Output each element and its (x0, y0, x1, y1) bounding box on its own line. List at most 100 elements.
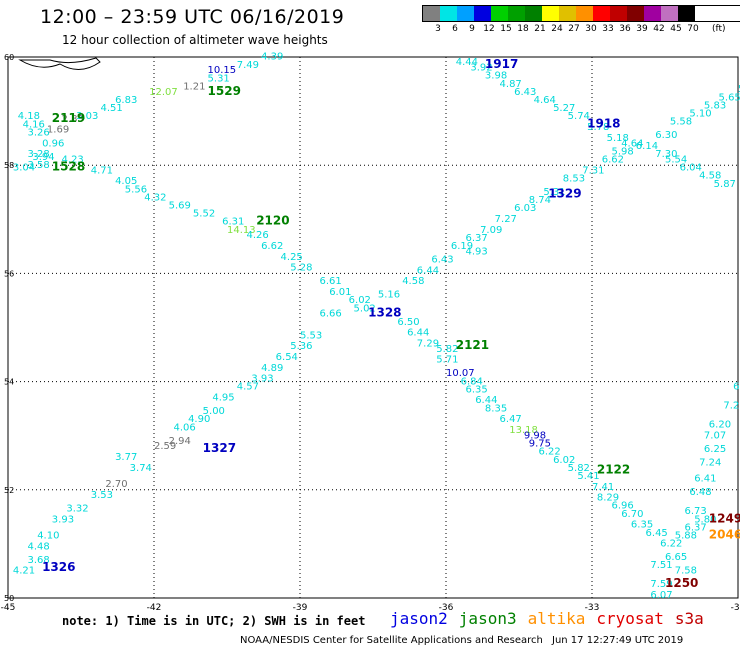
wave-height-reading: 8.53 (563, 173, 585, 184)
wave-height-reading: 7.58 (675, 566, 697, 577)
wave-height-reading: 3.93 (52, 514, 74, 525)
wave-height-reading: 8.74 (529, 195, 551, 206)
track-time-label: 1249 (709, 511, 740, 525)
lat-tick-label: 54 (4, 378, 14, 387)
legend-label: 42 (653, 24, 665, 34)
wave-height-reading: 5.00 (203, 406, 225, 417)
track-time-label: 1917 (485, 57, 518, 71)
lat-tick-label: 56 (4, 269, 14, 278)
wave-height-reading: 3.28 (27, 149, 49, 160)
wave-height-reading: 7.27 (495, 214, 517, 225)
wave-height-reading: 5.31 (543, 187, 565, 198)
wave-height-reading: 6.37 (684, 522, 706, 533)
legend-label: 18 (517, 24, 529, 34)
legend-label: 33 (602, 24, 614, 34)
wave-height-reading: 13.18 (509, 425, 538, 436)
legend-swatch (457, 6, 474, 21)
wave-height-reading: 5.87 (714, 179, 736, 190)
wave-height-reading: 3.94 (32, 152, 54, 163)
wave-height-reading: 6.84 (461, 376, 483, 387)
wave-height-reading: 5.36 (290, 341, 312, 352)
wave-height-reading: 6.20 (709, 420, 731, 431)
wave-height-reading: 4.89 (261, 363, 283, 374)
legend-swatch (423, 6, 440, 21)
wave-height-reading: 5.18 (607, 133, 629, 144)
lon-tick-label: -30 (731, 603, 740, 613)
track-time-label: 1326 (42, 560, 75, 574)
map-title: 12:00 – 23:59 UTC 06/16/2019 (40, 6, 345, 28)
wave-height-reading: 7.49 (237, 60, 259, 71)
legend-label: 15 (500, 24, 512, 34)
generated-timestamp: Jun 17 12:27:49 UTC 2019 (552, 635, 684, 646)
wave-height-reading: 6.04 (680, 163, 702, 174)
wave-height-reading: 3.04 (13, 163, 35, 174)
wave-height-reading: 3.58 (27, 160, 49, 171)
wave-height-reading: 5.56 (125, 184, 147, 195)
track-time-label: 1328 (368, 306, 401, 320)
wave-height-reading: 7.09 (480, 225, 502, 236)
wave-height-reading: 5.74 (568, 111, 590, 122)
track-time-label: 1528 (52, 160, 85, 174)
track-time-label: 2121 (456, 338, 489, 352)
wave-height-reading: 8.29 (597, 493, 619, 504)
wave-height-reading: 1.69 (47, 125, 69, 136)
wave-height-reading: 6.48 (689, 487, 711, 498)
wave-height-reading: 5.98 (611, 146, 633, 157)
legend-label: 9 (469, 24, 475, 34)
wave-height-reading: 10.07 (446, 368, 475, 379)
legend-swatch (440, 6, 457, 21)
track-time-label: 2046 (709, 527, 740, 541)
lon-tick-label: -36 (439, 603, 454, 613)
wave-height-reading: 5.16 (378, 290, 400, 301)
wave-height-reading: 3.26 (27, 127, 49, 138)
wave-height-reading: 3.32 (66, 503, 88, 514)
wave-height-reading: 5.28 (290, 263, 312, 274)
lon-tick-label: -33 (585, 603, 600, 613)
track-time-label: 1250 (665, 576, 698, 590)
wave-height-reading: 5.10 (689, 109, 711, 120)
wave-height-reading: 3.77 (115, 452, 137, 463)
satellite-name: altika (527, 609, 586, 628)
legend-swatch (474, 6, 491, 21)
wave-height-reading: 7.30 (655, 149, 677, 160)
wave-height-reading: 5.54 (665, 154, 687, 165)
lat-tick-label: 58 (4, 161, 14, 170)
wave-height-reading: 14.13 (227, 225, 256, 236)
wave-height-reading: 6.02 (553, 455, 575, 466)
wave-height-reading: 6.83 (115, 95, 137, 106)
wave-height-reading: 6.31 (222, 217, 244, 228)
legend-swatch (678, 6, 695, 21)
wave-height-reading: 4.58 (699, 171, 721, 182)
wave-height-reading: 6.61 (319, 276, 341, 287)
wave-height-reading: 6.50 (397, 317, 419, 328)
track-time-label: 2119 (52, 111, 85, 125)
wave-height-reading: 6.35 (465, 384, 487, 395)
legend-swatch (610, 6, 627, 21)
lon-tick-label: -39 (293, 603, 308, 613)
wave-height-reading: 4.05 (115, 176, 137, 187)
wave-height-reading: 3.98 (485, 71, 507, 82)
footer-note: note: 1) Time is in UTC; 2) SWH is in fe… (62, 614, 366, 628)
satellite-name: jason2 (390, 609, 448, 628)
wave-height-reading: 9.75 (529, 439, 551, 450)
wave-height-reading: 6.96 (611, 501, 633, 512)
wave-height-reading: 7.41 (592, 482, 614, 493)
wave-height-reading: 5.31 (208, 73, 230, 84)
wave-height-reading: 4.71 (91, 165, 113, 176)
wave-height-reading: 5.52 (193, 209, 215, 220)
wave-height-reading: 6.65 (665, 552, 687, 563)
wave-height-reading: 3.68 (27, 555, 49, 566)
track-time-label: 1529 (208, 84, 241, 98)
wave-height-reading: 6.01 (329, 287, 351, 298)
wave-height-reading: 6.41 (694, 474, 716, 485)
legend-swatch (542, 6, 559, 21)
wave-height-reading: 5.88 (675, 530, 697, 541)
wave-height-reading: 4.16 (23, 119, 45, 130)
wave-height-reading: 1.21 (183, 81, 205, 92)
wave-height-reading: 4.48 (27, 541, 49, 552)
wave-height-reading: 5.27 (553, 103, 575, 114)
wave-height-reading: 4.10 (37, 530, 59, 541)
wave-height-reading: 6.25 (704, 444, 726, 455)
wave-height-reading: 6.47 (500, 414, 522, 425)
wave-height-reading: 4.87 (500, 79, 522, 90)
